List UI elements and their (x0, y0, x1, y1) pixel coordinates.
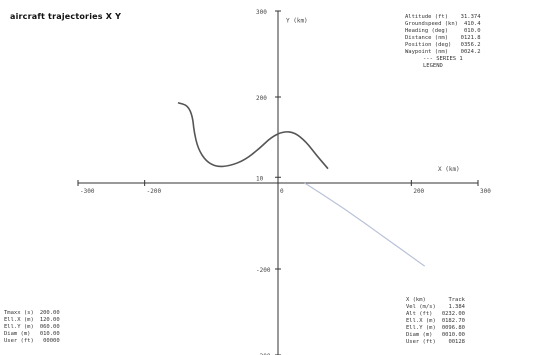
bottom-left-label: User (ft) (4, 338, 34, 344)
bottom-right-label: Alt (ft) (406, 311, 433, 317)
bottom-right-row: User (ft) 00128 (406, 339, 465, 346)
plot-title: aircraft trajectories X Y (10, 12, 122, 21)
top-right-row: Groundspeed (kn) 410.4 (405, 21, 481, 28)
top-right-value: 010.0 (463, 28, 481, 34)
bottom-right-value: 0182.70 (441, 318, 465, 324)
top-right-label: Waypoint (nm) (405, 49, 449, 55)
bottom-right-label: X (km) (406, 297, 426, 303)
x-tick-label: -300 (80, 188, 95, 195)
bottom-left-label: Diam (m) (4, 331, 31, 337)
bottom-left-label: Ell.Y (m) (4, 324, 34, 330)
y-tick-label: -300 (256, 353, 271, 355)
bottom-right-value: 0010.00 (441, 332, 465, 338)
series-line-2 (304, 182, 426, 267)
bottom-left-row: User (ft) 00000 (4, 338, 60, 345)
y-tick-label: 200 (256, 95, 267, 102)
bottom-left-row: Diam (m) 010.00 (4, 331, 60, 338)
y-tick-label: 300 (256, 9, 267, 16)
bottom-right-value: 0096.80 (441, 325, 465, 331)
top-right-label: Altitude (ft) (405, 14, 449, 20)
bottom-right-info-panel: X (km) Track Vel (m/s) 1.384 Alt (ft) 0232.00… (406, 297, 465, 346)
top-right-row: Distance (nm) 0121.8 (405, 35, 481, 42)
bottom-left-row: Tmaxx (s) 200.00 (4, 310, 60, 317)
bottom-left-value: 200.00 (39, 310, 60, 316)
top-right-info-panel: Altitude (ft) 31.374 Groundspeed (kn) 410.4… (405, 14, 481, 70)
top-right-value: 0121.8 (460, 35, 481, 41)
top-right-value: 0356.2 (460, 42, 481, 48)
bottom-right-label: Ell.Y (m) (406, 325, 436, 331)
bottom-right-label: Ell.X (m) (406, 318, 436, 324)
legend-entry: --- SERIES 1 (423, 56, 463, 62)
x-tick-label: 200 (413, 188, 424, 195)
bottom-right-row: Diam (m) 0010.00 (406, 332, 465, 339)
top-right-value: 31.374 (460, 14, 481, 20)
bottom-right-value: Track (448, 297, 465, 303)
series-line-1 (177, 101, 329, 170)
top-right-row: Waypoint (nm) 0024.2 (405, 49, 481, 56)
y-tick-label: -200 (256, 267, 271, 274)
bottom-left-label: Tmaxx (s) (4, 310, 34, 316)
bottom-right-label: User (ft) (406, 339, 436, 345)
top-right-value: 0024.2 (460, 49, 481, 55)
top-right-row: Position (deg) 0356.2 (405, 42, 481, 49)
bottom-left-value: 00000 (43, 338, 60, 344)
top-right-label: Groundspeed (kn) (405, 21, 458, 27)
top-right-row: Heading (deg) 010.0 (405, 28, 481, 35)
bottom-right-row: Alt (ft) 0232.00 (406, 311, 465, 318)
bottom-right-row: Vel (m/s) 1.384 (406, 304, 465, 311)
bottom-right-row: Ell.Y (m) 0096.80 (406, 325, 465, 332)
y-axis-label: Y (km) (286, 17, 308, 24)
bottom-right-value: 1.384 (448, 304, 465, 310)
x-tick-label: 300 (480, 188, 491, 195)
x-tick-label: 0 (280, 188, 284, 195)
bottom-left-info-panel: Tmaxx (s) 200.00 Ell.X (m) 120.00 Ell.Y (m) 0… (4, 310, 60, 345)
bottom-right-label: Vel (m/s) (406, 304, 436, 310)
x-tick-label: -200 (147, 188, 162, 195)
bottom-right-row: Ell.X (m) 0182.70 (406, 318, 465, 325)
bottom-left-value: 060.00 (39, 324, 60, 330)
legend-entry: LEGEND (423, 63, 443, 69)
bottom-right-label: Diam (m) (406, 332, 433, 338)
bottom-left-value: 120.00 (39, 317, 60, 323)
bottom-left-label: Ell.X (m) (4, 317, 34, 323)
bottom-right-value: 00128 (448, 339, 465, 345)
top-right-row: Altitude (ft) 31.374 (405, 14, 481, 21)
top-right-label: Heading (deg) (405, 28, 449, 34)
top-right-value: 410.4 (463, 21, 481, 27)
bottom-left-row: Ell.Y (m) 060.00 (4, 324, 60, 331)
bottom-right-row: X (km) Track (406, 297, 465, 304)
top-right-label: Position (deg) (405, 42, 452, 48)
bottom-right-value: 0232.00 (441, 311, 465, 317)
bottom-left-value: 010.00 (39, 331, 60, 337)
top-right-label: Distance (nm) (405, 35, 449, 41)
y-tick-label: 10 (256, 175, 264, 182)
bottom-left-row: Ell.X (m) 120.00 (4, 317, 60, 324)
x-axis-label: X (km) (438, 166, 460, 173)
